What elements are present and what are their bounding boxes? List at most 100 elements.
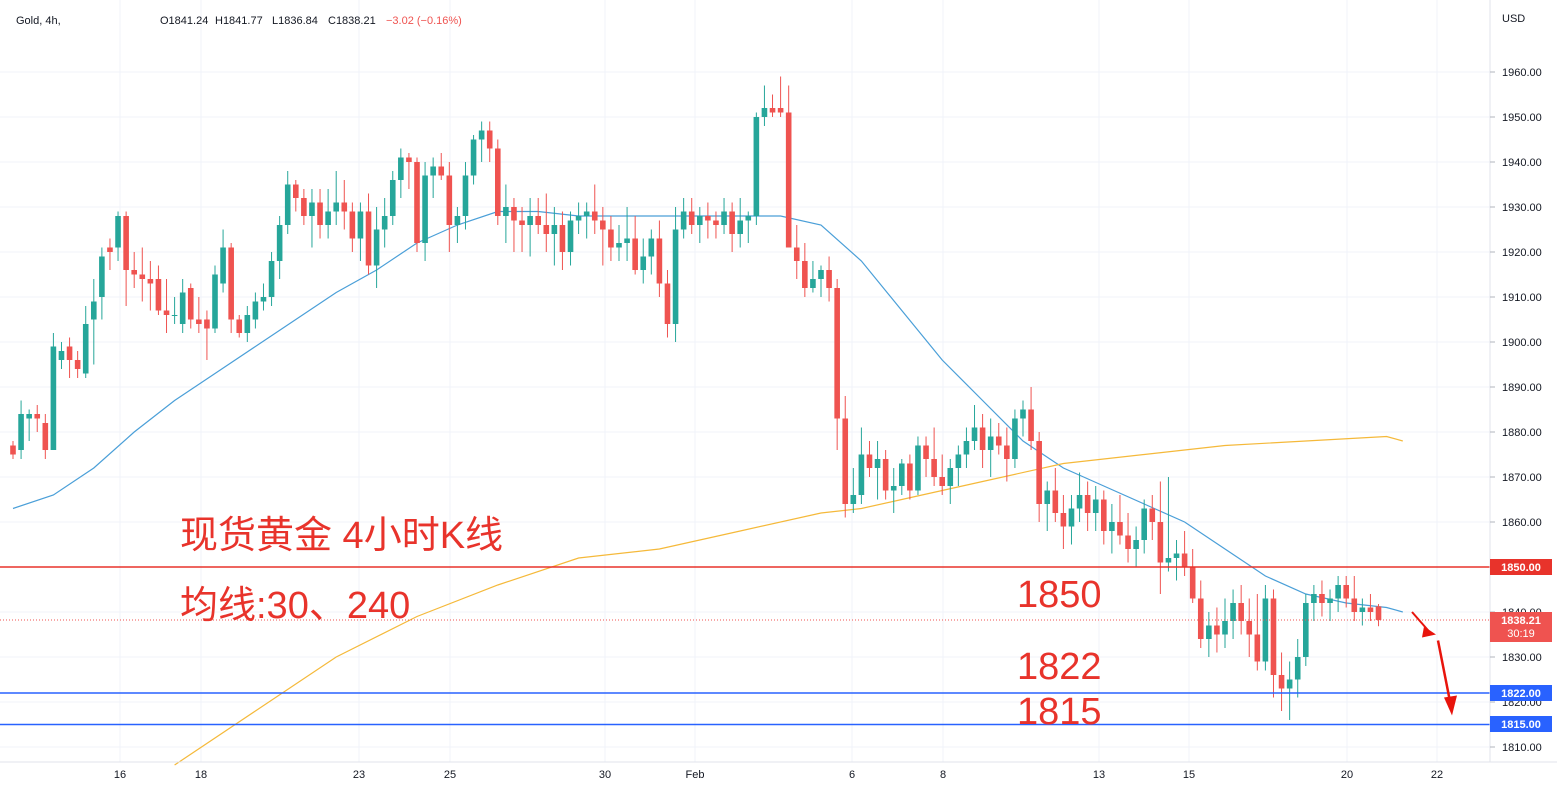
candle-body [1125,535,1131,549]
candle-body [664,283,671,324]
candle-body [1109,522,1115,531]
candle-body [155,279,162,311]
candle-body [478,130,485,140]
ma-line-30 [12,210,1403,613]
candle-body [268,261,275,297]
candle-body [422,175,428,243]
candle-body [260,297,267,302]
candle-body [1367,607,1374,612]
candle-body [600,220,606,230]
candle-body [1214,625,1220,635]
candle-body [648,238,655,257]
time-axis[interactable]: 16 18 23 25 30 Feb 6 8 13 15 20 22 [0,761,1557,781]
candle-body [931,459,937,477]
open-value: O1841.24 [160,15,208,27]
candle-body [365,211,372,266]
candle-body [737,220,743,234]
candle-body [26,414,32,419]
candle-body [947,468,954,486]
candle-body [1165,558,1172,563]
y-tick-label: 1890.00 [1502,382,1542,394]
arrow-head [1444,695,1457,716]
candle-body [656,238,663,284]
high-value: H1841.77 [215,15,263,27]
arrow-shaft [1436,640,1452,702]
x-tick-label: Feb [686,769,705,781]
candle-body [373,229,380,266]
candle-body [1294,657,1301,680]
candle-body [309,202,315,216]
candle-body [1004,445,1010,459]
candle-body [470,139,477,176]
candle-body [179,292,186,324]
candle-body [212,274,218,329]
candle-body [99,256,105,297]
ohlc-legend: Gold, 4h, O1841.24 H1841.77 L1836.84 C18… [16,15,462,27]
candle-body [1319,594,1325,603]
candle-body [284,184,291,225]
candle-body [672,229,679,324]
candle-body [220,247,226,284]
candle-body [333,202,339,212]
candle-body [971,427,978,441]
candle-body [858,454,865,495]
candle-body [729,211,735,234]
candle-body [1206,625,1212,639]
close-value: C1838.21 [328,15,376,27]
candle-body [769,108,776,113]
candle-body [276,225,283,261]
candle-body [1028,409,1034,441]
candle-body [18,414,24,450]
candle-body [705,216,711,221]
candle-body [923,445,929,459]
candle-body [1181,553,1188,567]
candle-body [1101,499,1107,531]
candle-body [713,220,719,225]
ma-line-240 [174,435,1403,766]
price-tag-current: 1838.21 30:19 [1490,612,1552,642]
candle-body [535,216,541,225]
candle-body [1311,594,1317,603]
candle-body [503,207,509,216]
candle-body [1230,603,1236,621]
candle-body [1343,585,1349,599]
candle-body [882,459,889,491]
candle-body [818,270,824,279]
price-tag-1822-text: 1822.00 [1501,688,1541,700]
level-label-1815: 1815 [1017,691,1102,733]
candle-body [123,216,129,270]
candle-body [1052,490,1059,513]
candle-body [349,211,356,239]
candle-body [753,117,760,216]
candle-body [1044,490,1051,504]
candle-body [139,274,146,279]
x-tick-label: 18 [195,769,207,781]
candle-body [341,202,348,212]
candle-body [293,184,299,198]
candle-body [745,216,752,221]
candle-body [1335,585,1341,599]
candle-body [50,346,57,450]
candle-body [616,243,622,248]
projection-arrow [1411,611,1457,716]
chart-annotation-title: 现货黄金 4小时K线 [180,515,503,557]
candle-body [171,315,178,316]
arrow-head-small [1422,626,1436,638]
candle-body [414,162,420,243]
y-tick-label: 1940.00 [1502,157,1542,169]
candle-body [793,247,800,261]
candle-body [147,279,154,284]
candle-body [1197,598,1204,639]
candle-body [583,211,590,216]
candle-body [163,310,170,315]
candle-body [1173,553,1180,558]
x-tick-label: 15 [1183,769,1195,781]
candle-body [438,166,445,176]
y-tick-label: 1870.00 [1502,472,1542,484]
candle-body [543,225,550,234]
candle-body [10,445,16,455]
candle-body [979,427,986,450]
candle-body [236,319,243,333]
